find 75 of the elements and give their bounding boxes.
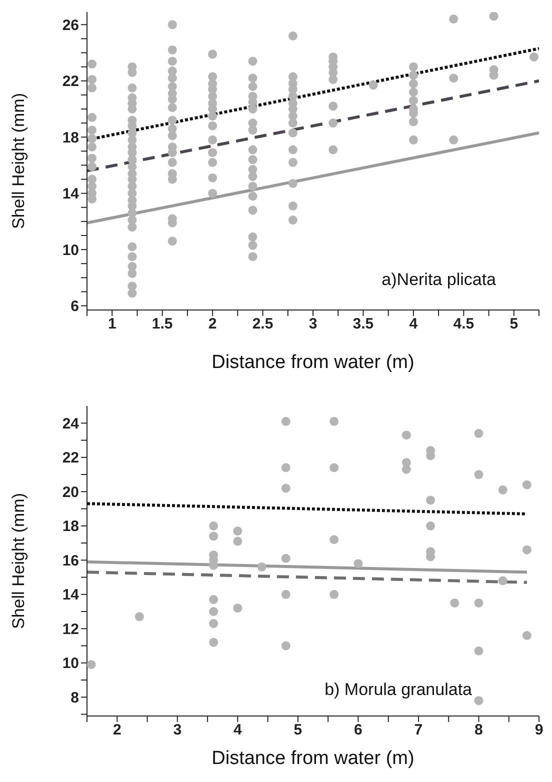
- point: [209, 595, 218, 604]
- point: [330, 416, 339, 426]
- y-tick-label: 22: [62, 450, 79, 467]
- x-tick-label: 1: [108, 316, 116, 333]
- x-tick-label: 7: [414, 722, 423, 739]
- x-tick-label: 3: [308, 316, 318, 333]
- y-tick-label: 10: [62, 242, 79, 259]
- x-tick-label: 3: [173, 722, 182, 739]
- point: [209, 532, 218, 541]
- point: [281, 590, 290, 599]
- y-tick-label: 18: [62, 518, 79, 536]
- y-axis-title: Shell Height (mm): [9, 492, 28, 630]
- y-tick-label: 6: [70, 298, 79, 316]
- point: [281, 484, 290, 493]
- x-axis-title: Distance from water (m): [212, 748, 414, 769]
- point: [426, 496, 436, 505]
- point: [450, 598, 460, 608]
- annotation: b) Morula granulata: [324, 680, 472, 700]
- point: [330, 463, 339, 472]
- x-tick-label: 3.5: [352, 316, 374, 333]
- point: [233, 604, 242, 613]
- y-tick-label: 22: [62, 73, 79, 90]
- x-tick-label: 1.5: [152, 316, 173, 333]
- point: [209, 619, 218, 628]
- point: [474, 598, 484, 608]
- point: [402, 430, 411, 440]
- point: [209, 521, 218, 530]
- y-tick-label: 26: [62, 16, 79, 34]
- point: [522, 545, 532, 554]
- point: [498, 576, 508, 586]
- point: [257, 562, 266, 572]
- x-tick-label: 5: [294, 722, 302, 739]
- point: [474, 646, 484, 656]
- point: [474, 470, 484, 480]
- annotation: a)Nerita plicata: [382, 270, 496, 290]
- y-tick-label: 12: [62, 620, 79, 638]
- x-tick-label: 4: [233, 722, 242, 739]
- y-tick-label: 18: [62, 129, 79, 146]
- point: [330, 590, 339, 599]
- x-tick-label: 8: [474, 722, 483, 739]
- point: [281, 641, 290, 650]
- point: [354, 559, 363, 568]
- x-tick-label: 2: [112, 722, 122, 739]
- x-tick-label: 2.5: [252, 316, 274, 333]
- x-tick-label: 5: [510, 316, 518, 333]
- y-axis-title: Shell Height (mm): [9, 92, 28, 230]
- x-tick-label: 4: [409, 316, 418, 333]
- point: [209, 638, 218, 647]
- point: [474, 696, 484, 706]
- point: [281, 554, 290, 563]
- point: [474, 428, 484, 438]
- x-tick-label: 2: [208, 316, 217, 333]
- y-tick-label: 10: [62, 655, 79, 672]
- point: [522, 631, 532, 640]
- point: [330, 535, 339, 544]
- x-tick-label: 9: [534, 722, 544, 739]
- y-tick-label: 8: [70, 689, 79, 706]
- point: [498, 485, 508, 494]
- y-tick-label: 20: [62, 484, 79, 501]
- y-tick-label: 16: [62, 552, 79, 570]
- x-tick-label: 6: [354, 722, 362, 739]
- x-axis-title: Distance from water (m): [212, 352, 414, 373]
- point: [87, 660, 96, 670]
- point: [233, 536, 242, 546]
- y-tick-label: 14: [62, 186, 80, 203]
- y-tick-label: 24: [62, 415, 80, 432]
- point: [134, 612, 144, 622]
- point: [426, 521, 436, 530]
- point: [281, 416, 290, 426]
- point: [209, 607, 218, 616]
- y-tick-label: 14: [62, 586, 80, 604]
- point: [281, 463, 290, 472]
- point: [522, 480, 532, 490]
- x-tick-label: 4.5: [453, 316, 474, 333]
- point: [233, 526, 242, 536]
